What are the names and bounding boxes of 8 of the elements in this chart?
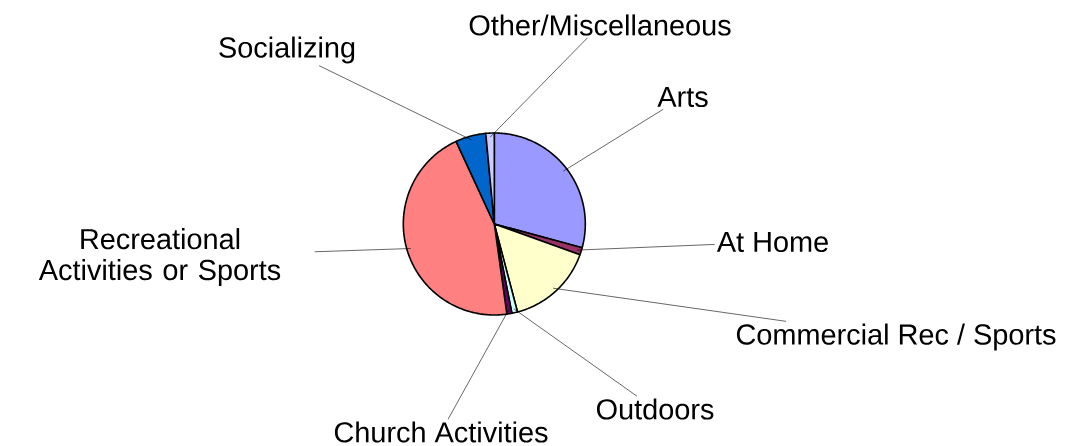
slice-label: Church Activities (334, 421, 548, 443)
slice-label: Other/Miscellaneous (469, 14, 731, 36)
slice-label: Commercial Rec / Sports (736, 323, 1056, 351)
slice-label: Socializing (219, 36, 355, 64)
slice-label: Outdoors (596, 398, 714, 420)
slice-label: At Home (716, 231, 828, 253)
slice-label: Recreational Activities or Sports (38, 228, 281, 286)
slice-label: Arts (657, 86, 708, 108)
